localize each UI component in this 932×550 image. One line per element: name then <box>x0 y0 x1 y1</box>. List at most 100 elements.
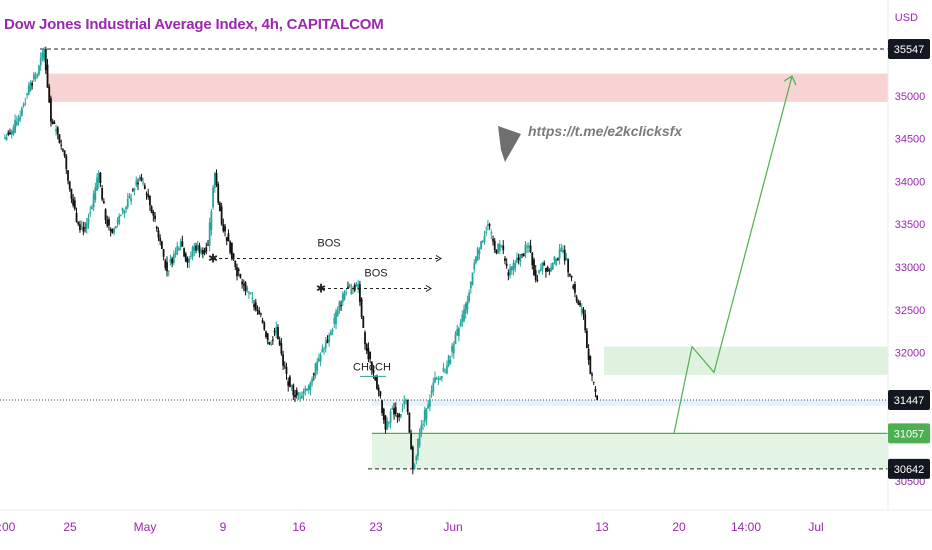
candle <box>326 335 329 344</box>
candle <box>190 251 192 260</box>
candle <box>157 227 160 241</box>
candle <box>126 193 129 210</box>
candle <box>526 242 529 253</box>
telegram-link[interactable]: https://t.me/e2kclicksfx <box>528 123 683 139</box>
candle <box>382 407 385 424</box>
price-tick-label: 34000 <box>895 176 926 188</box>
candle <box>224 223 226 237</box>
candle <box>502 240 505 255</box>
candle <box>517 253 520 265</box>
current-zone <box>372 400 888 406</box>
candle <box>318 353 320 363</box>
candle <box>3 134 6 140</box>
candle <box>82 221 85 236</box>
candle <box>558 243 561 265</box>
candle <box>219 201 221 212</box>
candle <box>287 377 290 392</box>
bos-arrow-1 <box>435 255 442 262</box>
candle <box>417 438 419 461</box>
candle <box>319 352 322 367</box>
svg-text:30642: 30642 <box>894 464 925 476</box>
candle <box>149 195 151 211</box>
candle <box>410 429 412 450</box>
candle <box>44 46 47 75</box>
candle <box>9 128 11 135</box>
candle <box>208 217 211 252</box>
candle <box>531 252 534 270</box>
candle <box>312 372 315 381</box>
target-demand-zone <box>604 346 888 375</box>
candle <box>538 269 541 275</box>
candle <box>536 274 539 283</box>
candle <box>461 310 464 328</box>
candle <box>343 290 346 301</box>
candle <box>195 242 197 254</box>
candle <box>282 350 284 371</box>
candle <box>63 150 66 158</box>
candle <box>268 341 271 346</box>
projection-path <box>673 75 793 434</box>
candle <box>495 249 498 255</box>
candle <box>466 295 469 315</box>
candle <box>101 184 104 202</box>
candle <box>464 301 467 319</box>
candle <box>389 408 392 429</box>
candle <box>138 175 141 182</box>
candle <box>379 391 382 399</box>
candle <box>345 289 348 296</box>
candle <box>67 170 69 185</box>
candle <box>41 48 44 62</box>
time-axis[interactable]: :00 25 May 9 16 23 Jun 13 20 14:00 Jul <box>0 520 824 534</box>
candle <box>273 327 276 337</box>
candle <box>498 239 501 254</box>
candle <box>15 115 18 127</box>
candle <box>121 207 124 215</box>
candle <box>270 340 273 347</box>
candle <box>188 255 191 269</box>
candle <box>48 84 51 104</box>
candle <box>106 215 109 228</box>
candle <box>184 251 187 263</box>
candle <box>147 188 150 200</box>
candle <box>370 361 373 376</box>
candle <box>509 263 511 279</box>
candle <box>85 217 88 234</box>
candle <box>191 245 194 261</box>
candle <box>534 264 537 283</box>
candle <box>456 324 459 336</box>
price-badge: 31447 <box>888 390 930 410</box>
candle <box>58 134 61 144</box>
candle <box>384 415 387 434</box>
candle <box>570 275 573 282</box>
candle <box>488 222 491 230</box>
candle <box>314 362 317 379</box>
candle <box>367 342 370 363</box>
candle <box>51 118 54 125</box>
candle <box>358 280 361 306</box>
candle <box>473 259 476 274</box>
candle <box>290 384 293 391</box>
candle <box>522 252 525 257</box>
candle <box>543 260 546 266</box>
candle <box>196 240 199 251</box>
candle <box>432 377 435 396</box>
candle <box>393 402 395 420</box>
candle <box>19 110 22 123</box>
candle <box>171 256 174 268</box>
candle <box>340 300 343 311</box>
candle <box>61 148 64 153</box>
candle <box>166 256 168 277</box>
candle <box>299 392 302 402</box>
time-tick-label: 9 <box>220 520 227 534</box>
candle <box>391 405 394 411</box>
candle <box>545 267 547 278</box>
candle <box>258 306 261 315</box>
candle <box>96 173 98 191</box>
candle <box>546 265 549 273</box>
candle <box>500 244 503 248</box>
candle <box>439 376 442 381</box>
candle <box>12 124 15 136</box>
candle <box>295 387 298 399</box>
candle <box>60 139 63 150</box>
